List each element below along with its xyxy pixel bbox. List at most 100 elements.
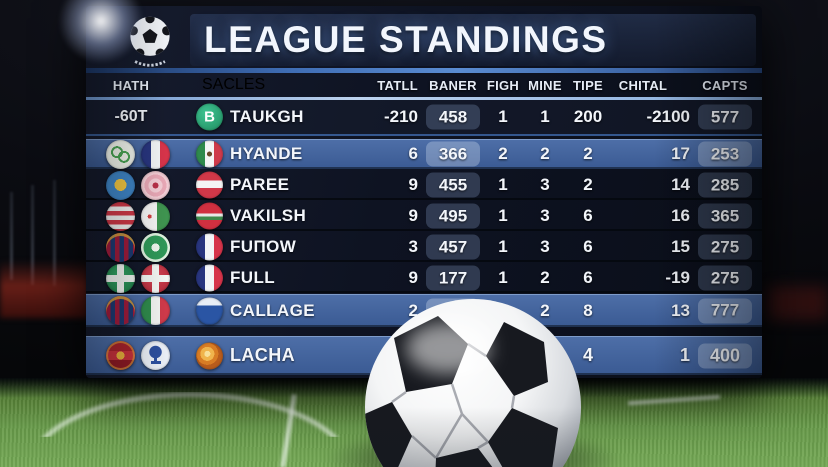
chital-value: 16	[671, 206, 690, 225]
capts-value: 365	[698, 203, 752, 229]
column-header-chital: CHITAL	[618, 77, 668, 93]
baner-value: 458	[426, 104, 480, 130]
red-green-band-flag-icon	[196, 202, 223, 230]
team-name: FULL	[230, 268, 276, 287]
tatll-value: 2	[408, 300, 418, 320]
mine-value: 3	[540, 237, 550, 256]
divider	[86, 68, 762, 73]
tipe-value: 4	[582, 345, 593, 365]
figh-value: 1	[498, 237, 508, 256]
blue-yellow-crest-icon	[106, 170, 135, 200]
column-header-sacles: SACLES	[202, 76, 266, 93]
gold-swirl-crest-icon	[196, 342, 223, 369]
column-header-figh: FIGH	[486, 77, 520, 93]
floodlight-pole	[53, 180, 56, 286]
tipe-value: 6	[583, 206, 593, 225]
left-badges	[106, 139, 170, 169]
team-name: LACHA	[230, 345, 295, 365]
baner-value: 177	[426, 265, 480, 291]
white-green-crest-icon	[106, 139, 135, 169]
tipe-value: 8	[583, 300, 593, 320]
tatll-value: 3	[408, 237, 418, 256]
barcelona-crest-icon	[106, 296, 135, 325]
tipe-value: 6	[583, 268, 593, 287]
capts-value: 777	[698, 298, 752, 323]
table-row: PAREE 9 455 1 3 2 14 285	[86, 170, 762, 200]
light-flare	[58, 0, 144, 64]
france-flag-icon	[196, 233, 223, 261]
green-emblem-crest-icon	[141, 232, 170, 262]
green-white-flag-icon	[141, 201, 170, 231]
page-title: LEAGUE STANDINGS	[204, 19, 608, 60]
tipe-value: 2	[583, 144, 593, 163]
mine-value: 3	[540, 175, 550, 194]
chital-value: 14	[671, 175, 690, 194]
floodlight-pole	[31, 185, 34, 285]
red-white-band-flag-icon	[196, 171, 223, 199]
chital-value: -2100	[646, 107, 690, 126]
trophy-crest-icon	[141, 341, 170, 370]
blue-shield-crest-icon	[196, 297, 223, 324]
pink-ring-crest-icon	[141, 170, 170, 200]
france-flag-icon	[141, 139, 170, 169]
left-badges	[106, 170, 170, 200]
baner-value: 495	[426, 203, 480, 229]
man-utd-crest-icon	[106, 341, 135, 370]
tipe-value: 2	[583, 175, 593, 194]
mine-value: 2	[540, 268, 550, 287]
baner-value: 455	[426, 172, 480, 198]
red-white-stripes-flag-icon	[106, 201, 135, 231]
capts-value: 275	[698, 234, 752, 260]
figh-value: 1	[498, 175, 508, 194]
red-seats-band	[0, 260, 88, 318]
floodlight-pole	[10, 192, 13, 280]
title-bar	[190, 14, 756, 66]
capts-value: 253	[698, 141, 752, 167]
team-name: CALLAGE	[230, 300, 315, 320]
tatll-value: 6	[408, 144, 418, 163]
team-name: TAUKGH	[230, 107, 304, 126]
tipe-value: 6	[583, 237, 593, 256]
mine-value: 3	[540, 206, 550, 225]
italy-flag-icon	[141, 296, 170, 325]
mine-value: 1	[540, 107, 550, 126]
divider	[86, 134, 762, 136]
capts-value: 275	[698, 265, 752, 291]
mine-value: 2	[540, 300, 550, 320]
chital-value: -19	[665, 268, 690, 287]
left-badges	[106, 263, 170, 293]
baner-value: 457	[426, 234, 480, 260]
table-row: VAKILSH 9 495 1 3 6 16 365	[86, 201, 762, 231]
france-flag-icon	[196, 264, 223, 292]
left-badges	[106, 294, 170, 327]
figh-value: 1	[498, 107, 508, 126]
table-row: -60T B TAUKGH -210 458 1 1 200 -2100 577	[86, 100, 762, 134]
left-badges	[106, 201, 170, 231]
capts-value: 285	[698, 172, 752, 198]
tatll-value: 9	[408, 268, 418, 287]
red-seats-glow	[768, 286, 828, 320]
tatll-value: 9	[408, 175, 418, 194]
table-row: FUΠOW 3 457 1 3 6 15 275	[86, 232, 762, 262]
soccer-ball-icon	[365, 299, 581, 467]
team-name: HYANDE	[230, 144, 303, 163]
tipe-value: 200	[573, 107, 603, 126]
capts-value: 400	[698, 343, 752, 368]
table-row: FULL 9 177 1 2 6 -19 275	[86, 263, 762, 293]
column-header-capts: CAPTS	[702, 77, 748, 93]
capts-value: 577	[698, 104, 752, 130]
chital-value: 1	[679, 345, 690, 365]
team-name: PAREE	[230, 175, 290, 194]
column-header-baner: BANER	[429, 77, 477, 93]
green-cross-flag-icon	[106, 263, 135, 293]
left-badges	[106, 336, 170, 375]
figh-value: 2	[498, 144, 508, 163]
red-cross-flag-icon	[141, 263, 170, 293]
divider	[86, 97, 762, 100]
chital-value: 15	[671, 237, 690, 256]
chital-value: 13	[671, 300, 690, 320]
figh-value: 1	[498, 268, 508, 287]
tatll-value: -210	[383, 107, 418, 126]
column-header-hath: HATH	[112, 77, 150, 93]
